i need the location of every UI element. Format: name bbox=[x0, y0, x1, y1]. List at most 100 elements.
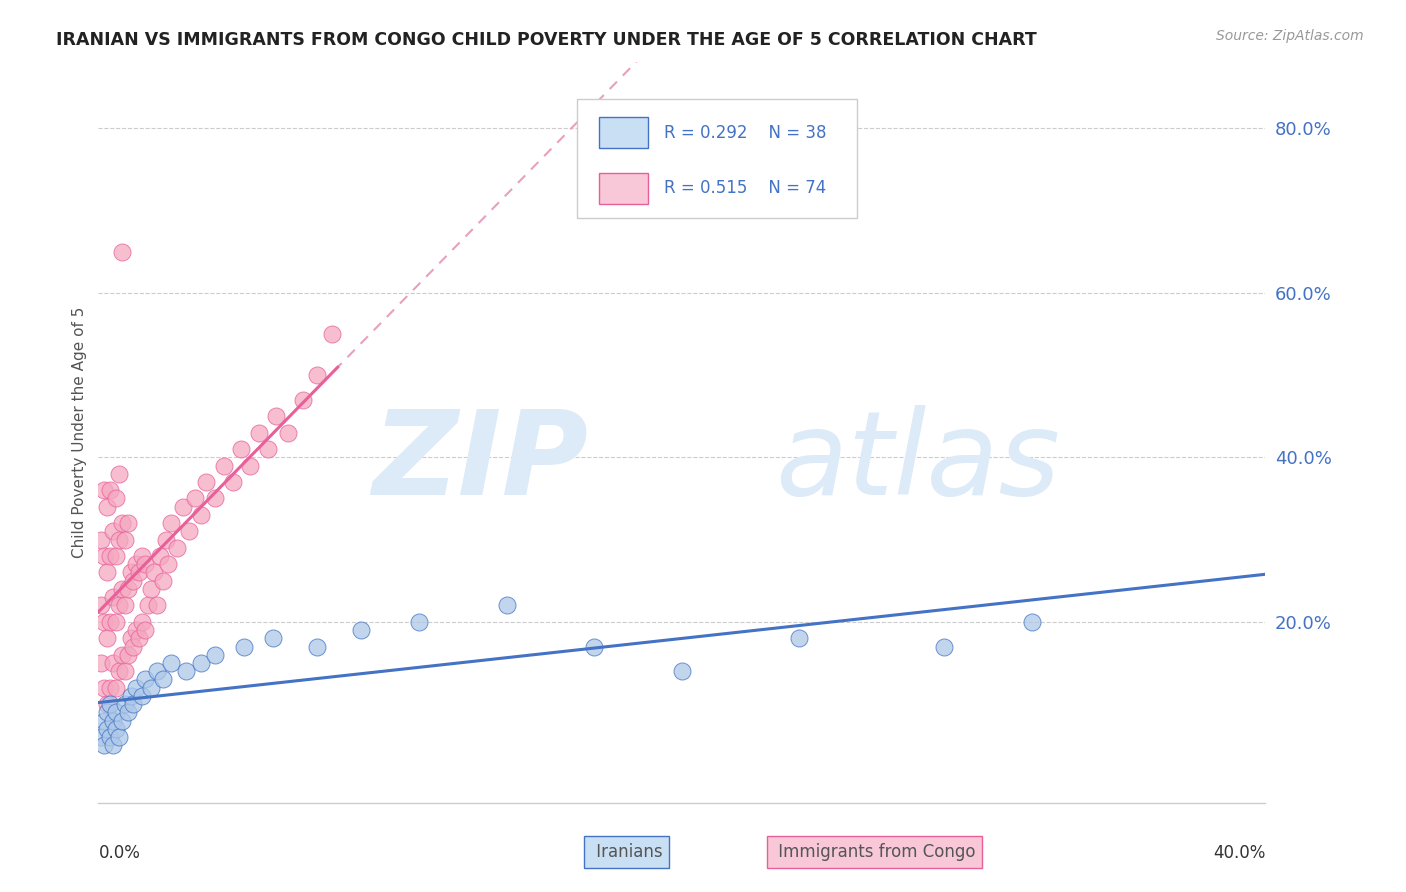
Point bbox=[155, 533, 177, 547]
Point bbox=[174, 664, 197, 678]
Point bbox=[277, 425, 299, 440]
Point bbox=[204, 491, 226, 506]
Point bbox=[408, 615, 430, 629]
Point bbox=[114, 697, 136, 711]
Point bbox=[98, 549, 121, 563]
Point bbox=[114, 664, 136, 678]
Point bbox=[120, 689, 142, 703]
Point bbox=[93, 738, 115, 752]
Point bbox=[122, 697, 145, 711]
Point bbox=[117, 648, 139, 662]
Point bbox=[93, 681, 115, 695]
Point bbox=[172, 500, 194, 514]
Text: atlas: atlas bbox=[775, 405, 1060, 519]
Point bbox=[131, 615, 153, 629]
Point bbox=[120, 632, 142, 646]
Point bbox=[104, 681, 127, 695]
FancyBboxPatch shape bbox=[576, 99, 856, 218]
Point bbox=[183, 491, 205, 506]
Point bbox=[231, 442, 253, 456]
Point bbox=[90, 656, 112, 670]
Point bbox=[149, 549, 172, 563]
Point bbox=[128, 632, 150, 646]
Point bbox=[152, 574, 174, 588]
Point bbox=[120, 566, 142, 580]
Point bbox=[142, 566, 165, 580]
Point bbox=[98, 681, 121, 695]
Point bbox=[321, 326, 343, 341]
Point bbox=[104, 491, 127, 506]
Text: 0.0%: 0.0% bbox=[98, 844, 141, 862]
Point bbox=[108, 664, 131, 678]
Point bbox=[114, 599, 136, 613]
Point bbox=[496, 599, 519, 613]
Point bbox=[166, 541, 188, 555]
Point bbox=[96, 632, 118, 646]
Point bbox=[125, 681, 148, 695]
Point bbox=[125, 623, 148, 637]
Point bbox=[101, 656, 124, 670]
Point bbox=[307, 640, 329, 654]
Point bbox=[136, 599, 159, 613]
Point bbox=[221, 475, 243, 489]
Point bbox=[291, 392, 314, 407]
Point bbox=[104, 549, 127, 563]
Point bbox=[262, 632, 284, 646]
Point bbox=[108, 533, 131, 547]
Point bbox=[160, 516, 183, 530]
Text: Source: ZipAtlas.com: Source: ZipAtlas.com bbox=[1216, 29, 1364, 43]
Point bbox=[117, 516, 139, 530]
Point bbox=[195, 475, 218, 489]
Point bbox=[134, 558, 156, 572]
Point bbox=[125, 558, 148, 572]
Point bbox=[134, 623, 156, 637]
Point bbox=[98, 483, 121, 498]
Text: R = 0.515    N = 74: R = 0.515 N = 74 bbox=[665, 179, 827, 197]
Point bbox=[96, 722, 118, 736]
Point bbox=[177, 524, 200, 539]
Text: R = 0.292    N = 38: R = 0.292 N = 38 bbox=[665, 124, 827, 142]
Point bbox=[934, 640, 956, 654]
Point bbox=[117, 582, 139, 596]
Point bbox=[96, 706, 118, 720]
Point bbox=[101, 738, 124, 752]
Point bbox=[101, 590, 124, 604]
Point bbox=[96, 697, 118, 711]
Point bbox=[104, 615, 127, 629]
Point bbox=[190, 656, 212, 670]
Point bbox=[266, 409, 288, 424]
Point bbox=[134, 673, 156, 687]
Point bbox=[131, 549, 153, 563]
Point bbox=[98, 615, 121, 629]
Point bbox=[96, 500, 118, 514]
Point bbox=[131, 689, 153, 703]
Point bbox=[146, 664, 169, 678]
Point bbox=[111, 244, 134, 259]
Point bbox=[307, 368, 329, 382]
Point bbox=[108, 730, 131, 744]
Point bbox=[104, 706, 127, 720]
Point bbox=[1021, 615, 1043, 629]
Point bbox=[190, 508, 212, 522]
FancyBboxPatch shape bbox=[599, 173, 648, 204]
Point bbox=[212, 458, 235, 473]
Point bbox=[90, 730, 112, 744]
Point bbox=[350, 623, 373, 637]
Point bbox=[139, 681, 162, 695]
Point bbox=[146, 599, 169, 613]
Point bbox=[101, 524, 124, 539]
Point bbox=[104, 722, 127, 736]
Text: IRANIAN VS IMMIGRANTS FROM CONGO CHILD POVERTY UNDER THE AGE OF 5 CORRELATION CH: IRANIAN VS IMMIGRANTS FROM CONGO CHILD P… bbox=[56, 31, 1038, 49]
Point bbox=[583, 640, 606, 654]
Point bbox=[90, 599, 112, 613]
Point bbox=[111, 648, 134, 662]
Point bbox=[204, 648, 226, 662]
Point bbox=[122, 640, 145, 654]
Point bbox=[239, 458, 262, 473]
Text: Iranians: Iranians bbox=[591, 843, 662, 861]
Point bbox=[247, 425, 270, 440]
Point bbox=[114, 533, 136, 547]
Point bbox=[122, 574, 145, 588]
Point bbox=[117, 706, 139, 720]
Point bbox=[90, 533, 112, 547]
